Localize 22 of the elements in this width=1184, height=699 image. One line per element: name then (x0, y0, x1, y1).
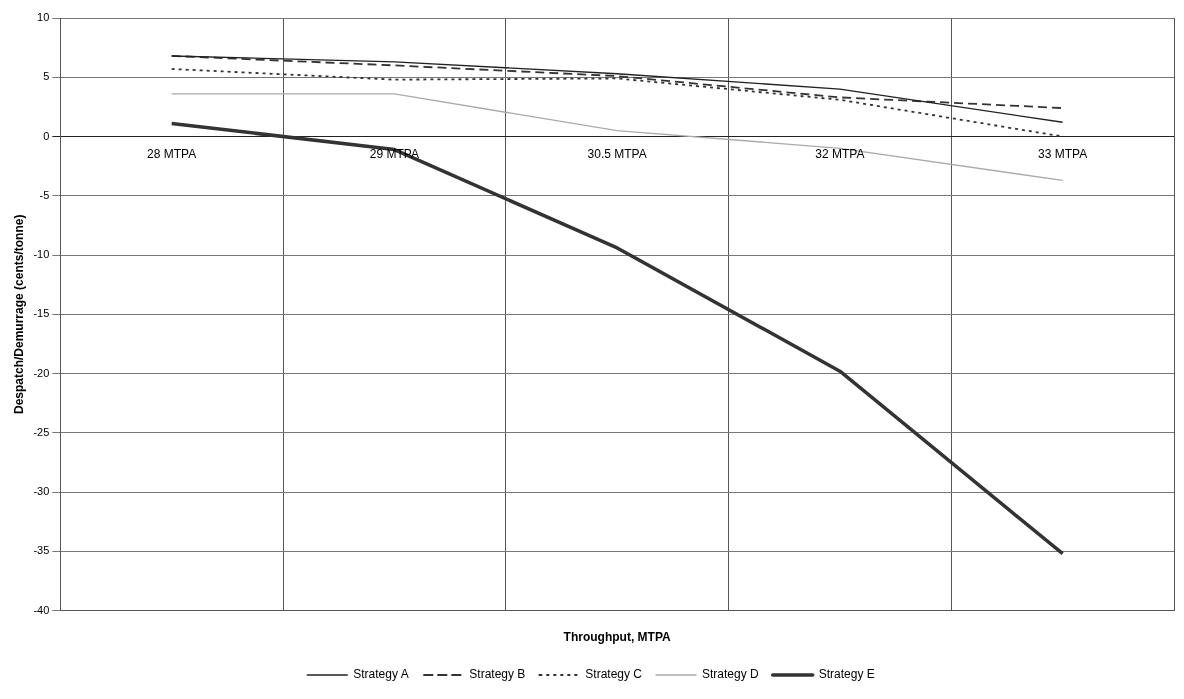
legend-label: Strategy B (469, 667, 526, 682)
legend-label: Strategy D (702, 667, 760, 682)
y-tick-label: -35 (33, 544, 50, 557)
y-tick-label: -15 (33, 307, 50, 320)
legend-label: Strategy E (818, 667, 875, 682)
y-tick-label: -10 (33, 248, 50, 261)
legend-label: Strategy C (585, 667, 643, 682)
x-tick-label: 32 MTPA (815, 146, 865, 161)
y-tick-label: -5 (39, 188, 50, 201)
y-tick-label: -30 (33, 485, 50, 498)
y-tick-label: 5 (43, 70, 50, 83)
y-tick-label: -20 (33, 366, 50, 379)
x-tick-label: 28 MTPA (147, 146, 197, 161)
y-tick-label: -40 (33, 603, 50, 616)
x-tick-label: 30.5 MTPA (587, 146, 647, 161)
y-tick-label: -25 (33, 425, 50, 438)
legend-label: Strategy A (353, 667, 409, 682)
y-axis-title: Despatch/Demurrage (cents/tonne) (11, 214, 26, 414)
y-tick-label: 10 (37, 11, 50, 24)
x-axis-title: Throughput, MTPA (563, 630, 672, 645)
y-tick-label: 0 (43, 129, 50, 142)
x-tick-label: 33 MTPA (1038, 146, 1088, 161)
